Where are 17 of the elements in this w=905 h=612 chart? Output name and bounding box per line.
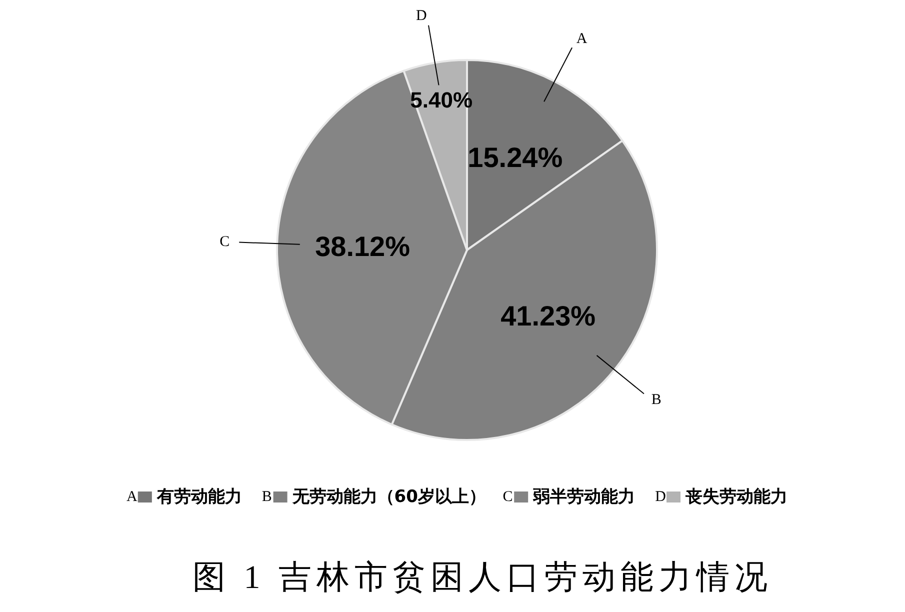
text: D: [416, 8, 427, 24]
text: D: [655, 489, 666, 505]
text: B: [262, 489, 272, 505]
text: C: [220, 234, 230, 250]
data-label: 41.23%: [500, 300, 596, 332]
text: A: [126, 489, 138, 505]
data-label: 15.24%: [468, 142, 563, 173]
legend-label: 弱半劳动能力: [532, 487, 636, 507]
legend-label: 丧失劳动能力: [684, 487, 788, 507]
data-label: 5.40%: [410, 88, 473, 113]
legend-label: 有劳动能力: [156, 487, 242, 507]
legend-label: 无劳动能力（60岁以上）: [291, 487, 486, 507]
text: B: [651, 392, 662, 408]
text: C: [502, 489, 513, 505]
data-label: 38.12%: [315, 230, 410, 262]
text: A: [576, 31, 588, 48]
text: 图 1 吉林市贫困人口劳动能力情况: [192, 560, 772, 596]
